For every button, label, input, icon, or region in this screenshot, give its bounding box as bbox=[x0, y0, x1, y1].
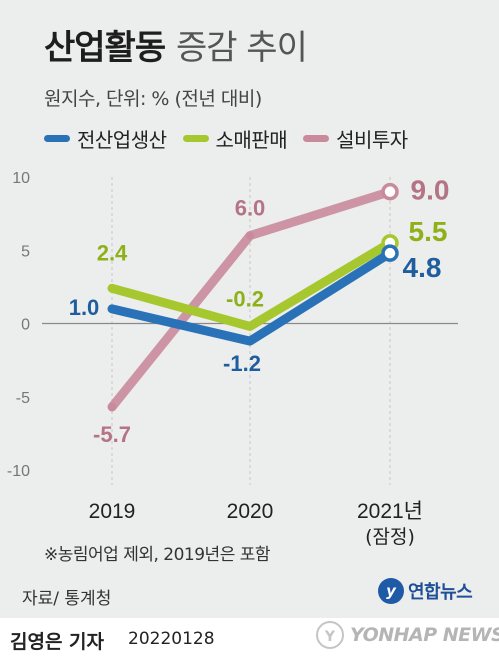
footer-date: 20220128 bbox=[128, 629, 215, 649]
data-point-설비투자 bbox=[246, 231, 254, 240]
data-label-설비투자: 6.0 bbox=[235, 196, 266, 221]
data-point-전산업생산 bbox=[381, 244, 399, 262]
line-chart: 10 5 0 -5 -10 2019 2020 2021년 (잠정) 1.0 -1.2 4.8 2.4 -… bbox=[7, 170, 458, 548]
x-tick-sublabel: (잠정) bbox=[365, 526, 415, 548]
agency-name: 연합뉴스 bbox=[408, 582, 473, 603]
legend-label-production: 전산업생산 bbox=[77, 127, 167, 152]
data-point-소매판매 bbox=[108, 284, 116, 293]
y-tick-label: -5 bbox=[16, 390, 30, 407]
footer-logo: Y YONHAP NEWS bbox=[316, 621, 499, 649]
legend-item-retail: 소매판매 bbox=[182, 124, 288, 153]
title-bold: 산업활동 bbox=[44, 28, 166, 68]
footer-logo-text: YONHAP NEWS bbox=[350, 624, 499, 646]
yonhap-logo-icon: Y bbox=[316, 621, 344, 649]
data-point-설비투자 bbox=[108, 403, 116, 412]
footer-author: 김영은 기자 bbox=[10, 631, 105, 653]
data-label-전산업생산: 4.8 bbox=[403, 252, 442, 283]
chart-title: 산업활동 증감 추이 bbox=[44, 28, 308, 68]
y-tick-label: 10 bbox=[12, 170, 30, 187]
data-label-소매판매: 2.4 bbox=[97, 240, 128, 265]
legend-swatch-production bbox=[44, 134, 70, 142]
legend-swatch-investment bbox=[303, 134, 330, 142]
source-label: 자료/ 통계청 bbox=[22, 589, 112, 609]
agency-logo: y 연합뉴스 bbox=[378, 578, 473, 604]
legend: 전산업생산 소매판매 설비투자 bbox=[44, 124, 424, 152]
legend-swatch-retail bbox=[182, 134, 209, 142]
x-tick-label: 2021년 bbox=[357, 500, 423, 523]
data-label-소매판매: -0.2 bbox=[226, 286, 264, 311]
x-tick-label: 2019 bbox=[89, 500, 136, 523]
agency-logo-icon: y bbox=[378, 578, 404, 604]
data-point-소매판매 bbox=[246, 322, 254, 331]
data-label-소매판매: 5.5 bbox=[409, 216, 448, 247]
title-light: 증감 추이 bbox=[175, 28, 308, 68]
x-tick-label: 2020 bbox=[227, 500, 274, 523]
data-label-전산업생산: -1.2 bbox=[223, 351, 261, 376]
series-line-소매판매 bbox=[107, 238, 395, 331]
legend-item-investment: 설비투자 bbox=[303, 124, 408, 153]
legend-label-retail: 소매판매 bbox=[215, 127, 288, 152]
data-label-설비투자: 9.0 bbox=[411, 175, 450, 206]
chart-subtitle: 원지수, 단위: % (전년 대비) bbox=[44, 88, 262, 110]
y-tick-label: 5 bbox=[21, 243, 30, 260]
data-label-설비투자: -5.7 bbox=[93, 422, 131, 447]
data-point-전산업생산 bbox=[108, 304, 116, 313]
y-tick-label: 0 bbox=[21, 317, 30, 334]
legend-label-investment: 설비투자 bbox=[336, 127, 408, 152]
legend-item-production: 전산업생산 bbox=[44, 124, 167, 153]
data-point-설비투자 bbox=[381, 182, 399, 201]
data-point-전산업생산 bbox=[246, 337, 254, 346]
footnote: ※농림어업 제외, 2019년은 포함 bbox=[44, 545, 271, 565]
y-tick-label: -10 bbox=[7, 463, 30, 480]
data-label-전산업생산: 1.0 bbox=[69, 295, 100, 320]
